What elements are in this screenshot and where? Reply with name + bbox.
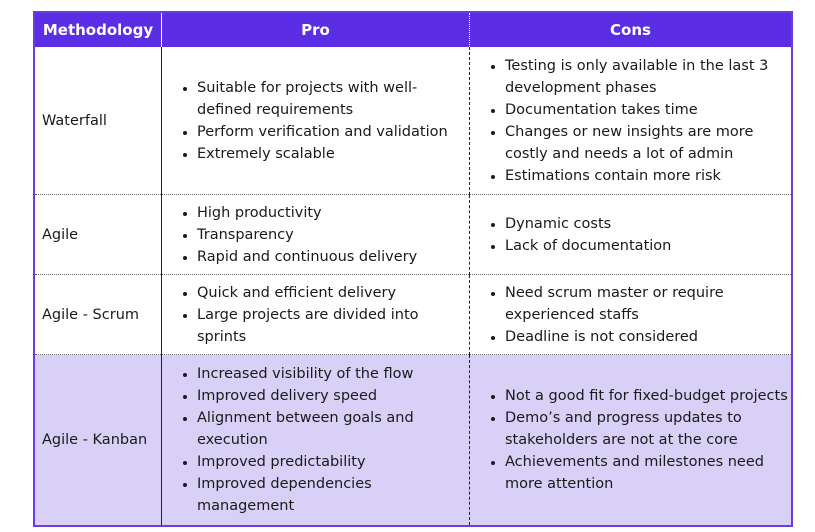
con-item: Demo’s and progress updates to stakehold…: [505, 407, 791, 451]
pros-list: Quick and efficient delivery Large proje…: [162, 282, 469, 348]
con-item: Deadline is not considered: [505, 326, 791, 348]
header-cons: Cons: [469, 12, 792, 47]
pros-cell: Increased visibility of the flow Improve…: [161, 354, 470, 526]
cons-cell: Dynamic costs Lack of documentation: [469, 194, 792, 275]
pros-list: Suitable for projects with well-defined …: [162, 77, 469, 165]
pro-item: Increased visibility of the flow: [197, 363, 469, 385]
table-row-agile: Agile High productivity Transparency Rap…: [34, 194, 792, 275]
pro-item: Improved delivery speed: [197, 385, 469, 407]
con-item: Testing is only available in the last 3 …: [505, 55, 791, 99]
pro-item: Improved predictability: [197, 451, 469, 473]
con-item: Need scrum master or require experienced…: [505, 282, 791, 326]
pros-list: High productivity Transparency Rapid and…: [162, 202, 469, 268]
methodology-name: Agile - Kanban: [34, 354, 162, 526]
pro-item: Alignment between goals and execution: [197, 407, 469, 451]
table-row-agile-kanban: Agile - Kanban Increased visibility of t…: [34, 354, 792, 526]
methodology-name: Agile - Scrum: [34, 274, 162, 355]
cons-list: Dynamic costs Lack of documentation: [470, 213, 791, 257]
con-item: Not a good fit for fixed-budget projects: [505, 385, 791, 407]
pros-cell: High productivity Transparency Rapid and…: [161, 194, 470, 275]
cons-list: Testing is only available in the last 3 …: [470, 55, 791, 187]
pro-item: Perform verification and validation: [197, 121, 469, 143]
header-pro: Pro: [161, 12, 470, 47]
header-methodology: Methodology: [34, 12, 162, 47]
pros-list: Increased visibility of the flow Improve…: [162, 363, 469, 517]
pro-item: Extremely scalable: [197, 143, 469, 165]
comparison-table-container: Methodology Pro Cons Waterfall Suitable …: [33, 11, 793, 527]
pro-item: Rapid and continuous delivery: [197, 246, 469, 268]
header-row: Methodology Pro Cons: [34, 12, 792, 47]
pros-cell: Quick and efficient delivery Large proje…: [161, 274, 470, 355]
con-item: Dynamic costs: [505, 213, 791, 235]
methodology-comparison-table: Methodology Pro Cons Waterfall Suitable …: [33, 11, 793, 527]
table-row-agile-scrum: Agile - Scrum Quick and efficient delive…: [34, 274, 792, 355]
pro-item: Large projects are divided into sprints: [197, 304, 469, 348]
pro-item: Quick and efficient delivery: [197, 282, 469, 304]
con-item: Documentation takes time: [505, 99, 791, 121]
cons-list: Not a good fit for fixed-budget projects…: [470, 385, 791, 495]
con-item: Achievements and milestones need more at…: [505, 451, 791, 495]
con-item: Lack of documentation: [505, 235, 791, 257]
methodology-name: Waterfall: [34, 47, 162, 195]
cons-cell: Not a good fit for fixed-budget projects…: [469, 354, 792, 526]
pro-item: Suitable for projects with well-defined …: [197, 77, 469, 121]
table-row-waterfall: Waterfall Suitable for projects with wel…: [34, 47, 792, 195]
pro-item: Transparency: [197, 224, 469, 246]
con-item: Estimations contain more risk: [505, 165, 791, 187]
cons-cell: Testing is only available in the last 3 …: [469, 47, 792, 195]
pro-item: High productivity: [197, 202, 469, 224]
cons-list: Need scrum master or require experienced…: [470, 282, 791, 348]
methodology-name: Agile: [34, 194, 162, 275]
pro-item: Improved dependencies management: [197, 473, 469, 517]
cons-cell: Need scrum master or require experienced…: [469, 274, 792, 355]
pros-cell: Suitable for projects with well-defined …: [161, 47, 470, 195]
con-item: Changes or new insights are more costly …: [505, 121, 791, 165]
